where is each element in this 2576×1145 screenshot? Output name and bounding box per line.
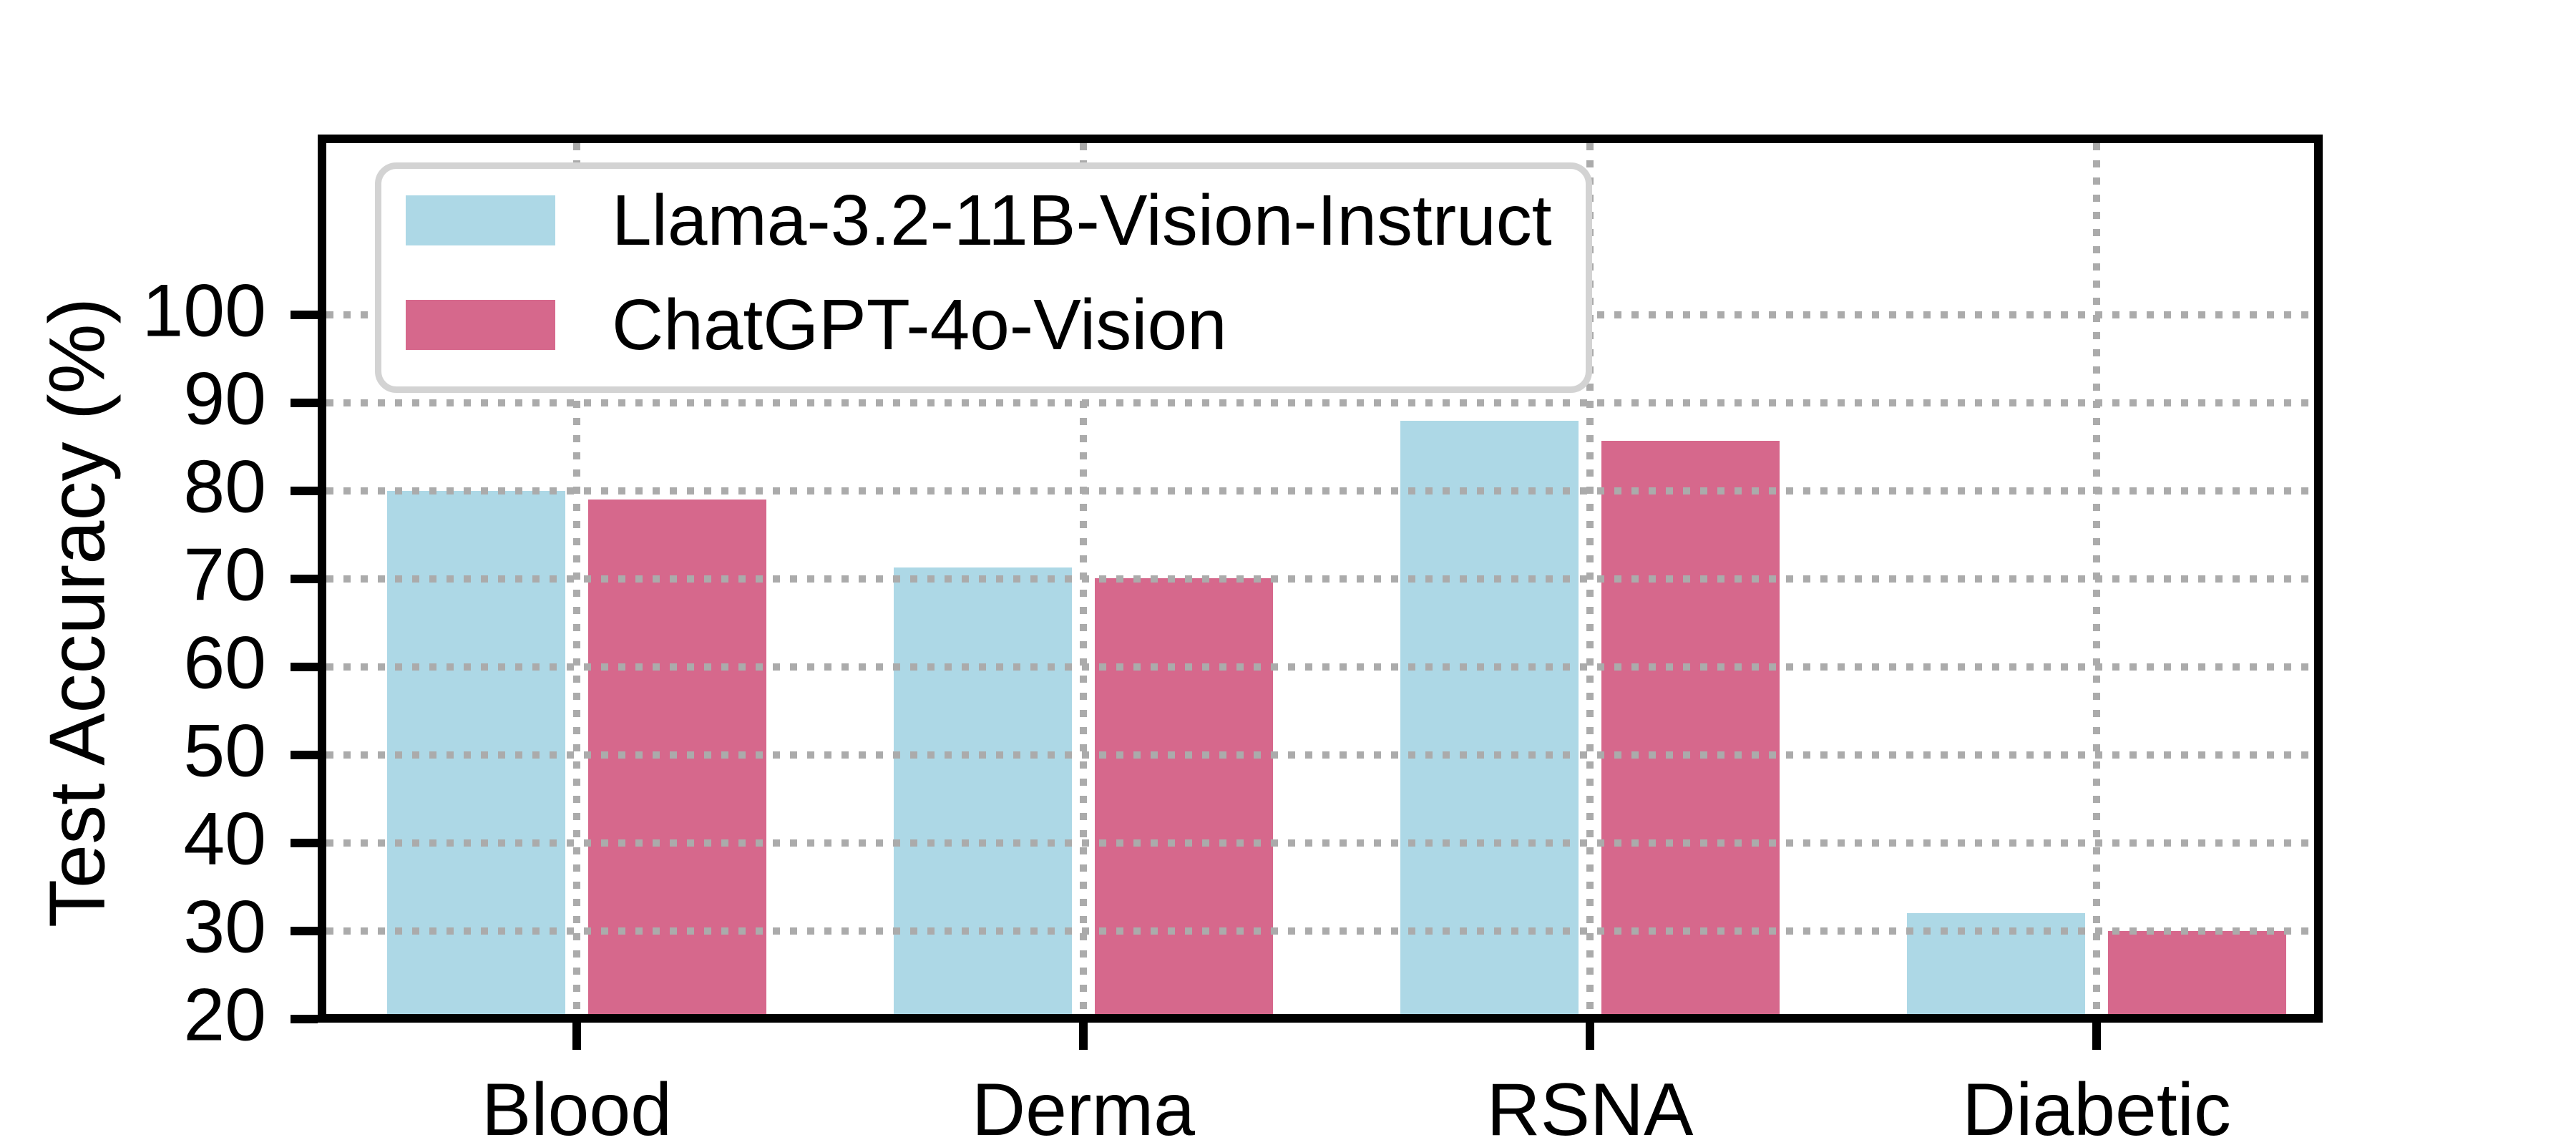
x-tick-label-diabetic: Diabetic <box>1962 1068 2231 1145</box>
y-tick-mark-60 <box>291 663 318 671</box>
y-tick-mark-100 <box>291 311 318 319</box>
y-tick-mark-80 <box>291 487 318 495</box>
legend-label-llama: Llama-3.2-11B-Vision-Instruct <box>612 180 1552 260</box>
x-tick-mark-derma <box>1079 1023 1088 1050</box>
gridline-v-rsna <box>1586 143 1594 1014</box>
x-tick-label-derma: Derma <box>971 1068 1196 1145</box>
legend-swatch-llama <box>406 195 555 245</box>
y-tick-mark-40 <box>291 839 318 847</box>
y-tick-mark-70 <box>291 575 318 583</box>
y-tick-mark-50 <box>291 751 318 759</box>
gridline-h-50 <box>326 751 2314 759</box>
bar-chatgpt-derma <box>1095 578 1273 1014</box>
y-tick-mark-30 <box>291 927 318 935</box>
gridline-h-80 <box>326 487 2314 494</box>
bar-chatgpt-diabetic <box>2108 931 2286 1014</box>
y-tick-label-70: 70 <box>183 533 266 617</box>
x-tick-mark-rsna <box>1586 1023 1594 1050</box>
legend-label-chatgpt: ChatGPT-4o-Vision <box>612 285 1227 365</box>
x-tick-mark-diabetic <box>2092 1023 2101 1050</box>
y-tick-label-30: 30 <box>183 885 266 969</box>
gridline-h-60 <box>326 663 2314 671</box>
gridline-h-40 <box>326 839 2314 847</box>
y-tick-label-40: 40 <box>183 797 266 881</box>
gridline-v-derma <box>1080 143 1087 1014</box>
y-tick-label-80: 80 <box>183 445 266 529</box>
y-tick-label-100: 100 <box>142 269 266 353</box>
gridline-v-diabetic <box>2093 143 2100 1014</box>
bar-chatgpt-rsna <box>1601 441 1780 1014</box>
legend-item-llama: Llama-3.2-11B-Vision-Instruct <box>406 180 1586 260</box>
y-tick-mark-90 <box>291 399 318 407</box>
bar-llama-derma <box>894 567 1072 1014</box>
x-tick-mark-blood <box>572 1023 581 1050</box>
legend: Llama-3.2-11B-Vision-Instruct ChatGPT-4o… <box>375 162 1592 393</box>
x-tick-label-rsna: RSNA <box>1486 1068 1694 1145</box>
y-tick-label-20: 20 <box>183 973 266 1057</box>
gridline-v-blood <box>573 143 580 1014</box>
legend-swatch-chatgpt <box>406 300 555 350</box>
gridline-h-70 <box>326 575 2314 583</box>
gridline-h-30 <box>326 927 2314 935</box>
y-tick-label-60: 60 <box>183 621 266 705</box>
x-tick-label-blood: Blood <box>482 1068 672 1145</box>
gridline-h-90 <box>326 399 2314 406</box>
bar-llama-rsna <box>1400 421 1579 1014</box>
y-tick-label-50: 50 <box>183 709 266 793</box>
y-tick-mark-20 <box>291 1015 318 1023</box>
legend-item-chatgpt: ChatGPT-4o-Vision <box>406 285 1586 365</box>
y-tick-label-90: 90 <box>183 357 266 441</box>
